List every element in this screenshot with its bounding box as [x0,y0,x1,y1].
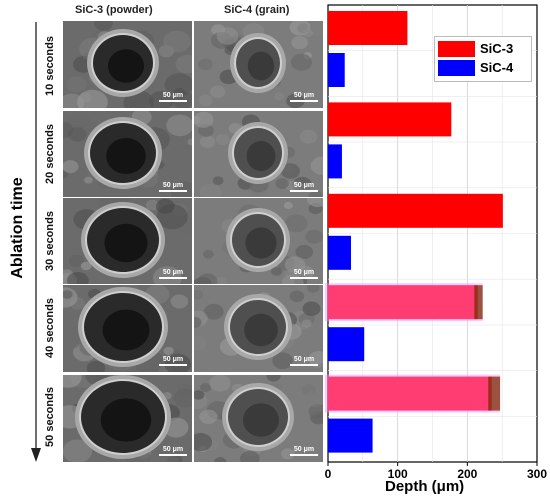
bar-sic-4-40-seconds [328,327,365,362]
scale-bar-label: 50 μm [162,446,184,453]
bar-sic-4-30-seconds [328,235,351,270]
scale-bar-line [159,277,187,279]
sem-image-sic3-20-seconds: 50 μm [62,110,193,199]
x-tick-label: 200 [457,467,477,481]
scale-bar-line [159,364,187,366]
scale-bar: 50 μm [159,92,187,102]
legend-item-sic3: SiC-3 [438,40,528,58]
bar-sic-3-50-seconds [328,376,492,411]
bar-sic-3-20-seconds [328,102,452,137]
legend-label-sic3: SiC-3 [480,41,514,56]
scale-bar-label: 50 μm [162,356,184,363]
depth-bar-chart: 0 100 200 300 [325,4,547,481]
x-tick-label: 100 [388,467,408,481]
y-axis-title: Ablation time [9,177,26,279]
scale-bar-line [159,190,187,192]
sem-image-sic4-20-seconds: 50 μm [193,110,324,199]
chart-legend: SiC-3 SiC-4 [434,36,532,82]
scale-bar-label: 50 μm [293,269,315,276]
scale-bar: 50 μm [159,356,187,366]
scale-bar-label: 50 μm [162,92,184,99]
scale-bar-line [290,277,318,279]
scale-bar-line [290,190,318,192]
row-label-40s: 40 seconds [44,298,56,358]
sem-image-sic3-30-seconds: 50 μm [62,197,193,286]
time-arrow [31,22,41,462]
sem-image-sic4-50-seconds: 50 μm [193,374,324,463]
legend-swatch-sic4 [438,60,475,76]
row-label-30s: 30 seconds [44,211,56,271]
scale-bar: 50 μm [290,356,318,366]
column-header-sic4: SiC-4 (grain) [224,4,290,16]
column-header-sic3: SiC-3 (powder) [75,4,153,16]
x-tick-label: 300 [527,467,547,481]
x-tick-label: 0 [325,467,332,481]
scale-bar-label: 50 μm [293,356,315,363]
sem-image-sic4-10-seconds: 50 μm [193,20,324,109]
scale-bar: 50 μm [159,182,187,192]
bar-sic-4-10-seconds [328,53,345,87]
error-bar-50-seconds [488,376,501,411]
scale-bar: 50 μm [159,269,187,279]
row-label-50s: 50 seconds [44,387,56,447]
scale-bar: 50 μm [290,269,318,279]
scale-bar-label: 50 μm [293,182,315,189]
x-axis-title: Depth (μm) [385,478,465,495]
legend-swatch-sic3 [438,41,475,57]
sem-image-sic4-40-seconds: 50 μm [193,284,324,373]
error-bar-40-seconds [474,285,483,320]
bar-sic-3-30-seconds [328,193,503,228]
bar-sic-4-50-seconds [328,418,373,453]
error-band-40-seconds [325,283,483,322]
scale-bar: 50 μm [290,182,318,192]
scale-bar-label: 50 μm [162,182,184,189]
error-band-50-seconds [325,374,501,413]
scale-bar-label: 50 μm [293,92,315,99]
scale-bar-line [290,100,318,102]
scale-bar: 50 μm [290,92,318,102]
legend-label-sic4: SiC-4 [480,60,514,75]
scale-bar-line [159,100,187,102]
scale-bar-line [159,454,187,456]
scale-bar-line [290,364,318,366]
scale-bar-label: 50 μm [162,269,184,276]
sem-image-sic3-40-seconds: 50 μm [62,284,193,373]
row-label-20s: 20 seconds [44,124,56,184]
sem-image-sic3-50-seconds: 50 μm [62,374,193,463]
bar-sic-4-20-seconds [328,144,342,179]
scale-bar: 50 μm [159,446,187,456]
scale-bar-line [290,454,318,456]
sem-image-sic4-30-seconds: 50 μm [193,197,324,286]
scale-bar: 50 μm [290,446,318,456]
row-label-10s: 10 seconds [44,36,56,96]
bar-sic-3-10-seconds [328,11,408,45]
scale-bar-label: 50 μm [293,446,315,453]
bar-sic-3-40-seconds [328,285,478,320]
sem-image-sic3-10-seconds: 50 μm [62,20,193,109]
legend-item-sic4: SiC-4 [438,59,528,77]
